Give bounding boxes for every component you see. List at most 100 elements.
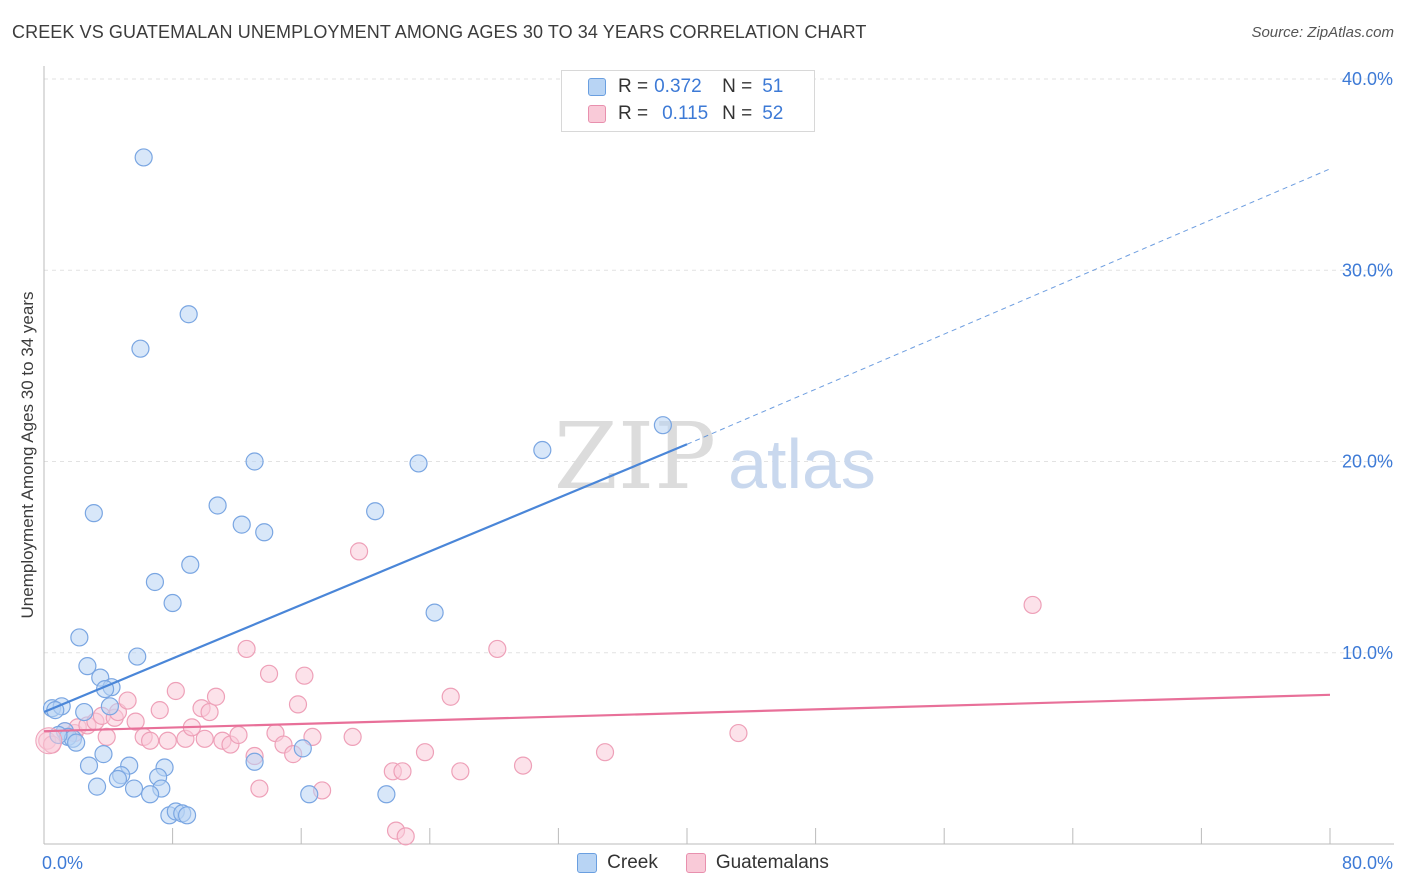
creek-point: [100, 697, 120, 716]
creek-point: [67, 733, 86, 752]
guatemalans-point: [206, 687, 226, 706]
guatemalans-point: [200, 702, 219, 722]
source-label: Source: ZipAtlas.com: [1251, 24, 1394, 41]
legend-row-creek: R = 0.372 N = 51: [588, 76, 783, 98]
creek-point: [653, 416, 672, 435]
x-tick-label: 80.0%: [1342, 853, 1393, 873]
creek-trend-line: [43, 443, 688, 714]
legend-item-creek[interactable]: Creek: [577, 852, 658, 874]
guatemalans-point: [343, 727, 362, 747]
guatemalans-legend-swatch: [685, 853, 706, 873]
r-value: 0.372: [654, 76, 702, 97]
creek-trend-extension: [686, 168, 1331, 445]
guatemalans-point: [1023, 595, 1042, 615]
tick-labels-layer: 10.0% 20.0% 30.0% 40.0% 0.0% 80.0%: [42, 69, 1393, 873]
guatemalans-point: [97, 727, 116, 747]
creek-point: [79, 756, 99, 775]
creek-point: [134, 148, 153, 167]
guatemalans-point: [595, 743, 615, 762]
creek-point: [533, 440, 552, 460]
stats-legend: R = 0.372 N = 51 R = 0.115 N = 52: [561, 70, 815, 132]
chart-title: CREEK VS GUATEMALAN UNEMPLOYMENT AMONG A…: [12, 22, 867, 42]
creek-legend-label: Creek: [607, 852, 658, 873]
y-tick-label: 10.0%: [1342, 643, 1393, 663]
guatemalans-point: [513, 756, 533, 775]
creek-point: [208, 496, 227, 515]
guatemalans-point: [35, 727, 63, 755]
guatemalans-point: [259, 664, 279, 683]
guatemalans-trend-line: [43, 693, 1331, 733]
creek-point: [177, 806, 197, 825]
guatemalans-point: [126, 712, 145, 731]
legend-row-guatemalans: R = 0.115 N = 52: [588, 103, 783, 125]
creek-point: [70, 628, 89, 647]
creek-point: [255, 523, 274, 542]
creek-point: [145, 572, 165, 592]
guatemalans-swatch: [588, 105, 606, 123]
y-tick-label: 30.0%: [1342, 260, 1393, 280]
legend-item-guatemalans[interactable]: Guatemalans: [685, 852, 829, 874]
guatemalans-point: [250, 779, 269, 798]
r-label: R =: [618, 103, 649, 124]
y-tick-label: 40.0%: [1342, 69, 1393, 89]
creek-point: [181, 555, 200, 574]
creek-point: [131, 339, 150, 358]
creek-point: [179, 305, 198, 324]
creek-point: [108, 769, 128, 789]
y-tick-label: 20.0%: [1342, 452, 1393, 472]
watermark: ZIP atlas: [554, 403, 876, 510]
creek-legend-swatch: [577, 853, 598, 873]
creek-point: [425, 603, 444, 622]
n-value: 52: [762, 103, 784, 124]
guatemalans-point: [349, 542, 369, 561]
creek-point: [140, 785, 160, 804]
guatemalans-point: [488, 639, 507, 659]
guatemalans-point: [118, 691, 137, 710]
guatemalans-point: [441, 687, 460, 706]
creek-point: [300, 785, 319, 804]
watermark-atlas: atlas: [728, 425, 876, 503]
creek-point: [94, 745, 113, 764]
creek-point: [75, 702, 94, 722]
guatemalans-point: [451, 762, 470, 781]
axes-layer: [43, 66, 1394, 845]
grid-layer: [44, 78, 1394, 654]
creek-point: [366, 502, 385, 521]
points-layer: [35, 148, 1042, 846]
guatemalans-point: [195, 729, 214, 748]
creek-point: [124, 779, 144, 798]
creek-point: [293, 739, 312, 758]
n-label: N =: [722, 103, 753, 124]
guatemalans-point: [158, 731, 177, 750]
n-label: N =: [722, 76, 753, 97]
creek-point: [128, 647, 147, 666]
guatemalans-point: [229, 725, 248, 745]
creek-point: [87, 777, 107, 796]
r-label: R =: [618, 76, 649, 97]
guatemalans-point: [288, 695, 308, 714]
series-legend: Creek Guatemalans: [0, 852, 1406, 874]
guatemalans-point: [295, 666, 314, 685]
guatemalans-point: [396, 827, 415, 846]
creek-point: [163, 593, 182, 613]
n-value: 51: [762, 76, 784, 97]
creek-swatch: [588, 78, 606, 96]
creek-point: [409, 454, 428, 473]
guatemalans-point: [237, 639, 256, 659]
guatemalans-point: [140, 731, 160, 750]
guatemalans-point: [415, 743, 435, 762]
x-tick-label: 0.0%: [42, 853, 83, 873]
creek-point: [245, 752, 264, 771]
watermark-zip: ZIP: [554, 403, 716, 510]
guatemalans-point: [150, 701, 169, 720]
guatemalans-point: [166, 681, 185, 701]
r-value: 0.115: [662, 103, 709, 124]
trend-layer: [43, 168, 1331, 733]
creek-point: [78, 657, 97, 676]
guatemalans-point: [729, 723, 748, 743]
guatemalans-point: [393, 762, 412, 781]
creek-point: [232, 515, 251, 534]
creek-point: [84, 504, 103, 523]
guatemalans-legend-label: Guatemalans: [715, 852, 829, 873]
